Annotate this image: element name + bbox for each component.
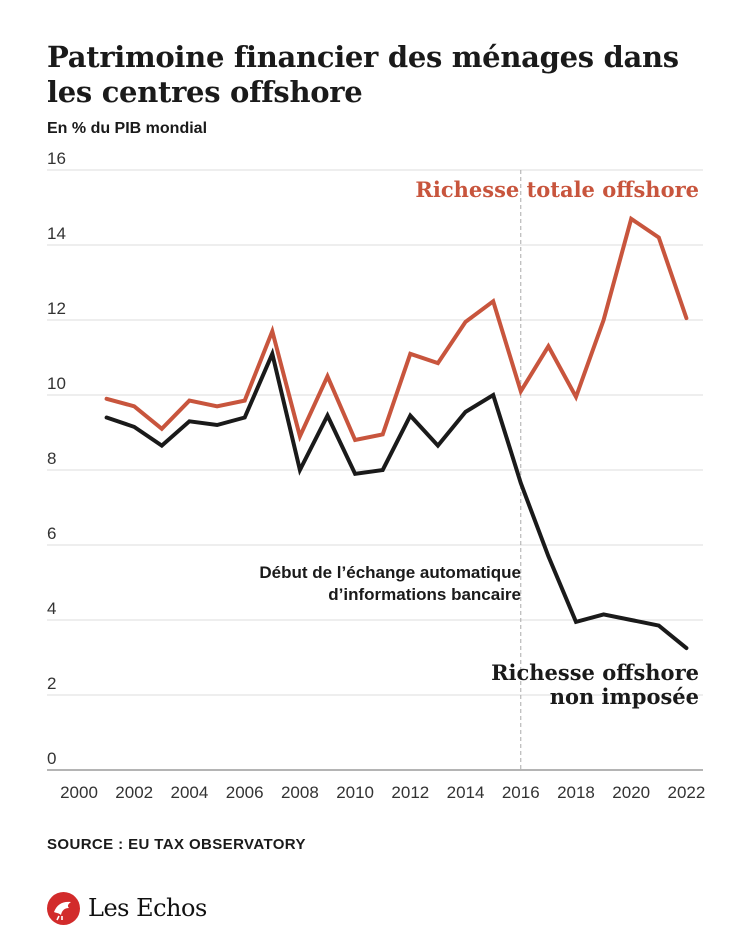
y-tick-label: 8	[47, 449, 56, 468]
y-tick-label: 10	[47, 374, 66, 393]
y-tick-label: 14	[47, 224, 66, 243]
x-tick-label: 2000	[60, 783, 98, 802]
series-label: Richesse totale offshore	[415, 177, 699, 202]
x-tick-label: 2006	[226, 783, 264, 802]
x-tick-label: 2018	[557, 783, 595, 802]
chart-title: Patrimoine financier des ménages dans le…	[47, 40, 679, 109]
x-tick-label: 2020	[612, 783, 650, 802]
y-tick-label: 6	[47, 524, 56, 543]
y-tick-label: 16	[47, 150, 66, 168]
y-axis: 0 2 4 6 8 10 12 14 16	[47, 150, 66, 768]
series-labels: Richesse totale offshore Richesse offshor…	[415, 177, 699, 709]
series-label: Richesse offshore	[491, 660, 699, 685]
x-tick-label: 2016	[502, 783, 540, 802]
annotation-label: d’informations bancaire	[328, 585, 521, 604]
les-echos-logo: Les Echos	[47, 890, 207, 926]
x-tick-label: 2004	[171, 783, 209, 802]
x-tick-label: 2014	[447, 783, 485, 802]
series-label: non imposée	[550, 684, 699, 709]
annotation-label: Début de l’échange automatique	[259, 563, 521, 582]
series-layer	[104, 215, 689, 651]
les-echos-rooster-icon	[47, 891, 80, 925]
chart-subtitle: En % du PIB mondial	[47, 120, 208, 137]
annotation-layer: Début de l’échange automatique d’informat…	[259, 170, 522, 770]
x-tick-label: 2022	[668, 783, 706, 802]
y-tick-label: 12	[47, 299, 66, 318]
source-note: SOURCE : EU TAX OBSERVATORY	[47, 836, 306, 853]
x-tick-label: 2002	[115, 783, 153, 802]
y-tick-label: 0	[47, 749, 56, 768]
x-axis: 2000 2002 2004 2006 2008 2010 2012 2014 2016 2018…	[60, 783, 705, 802]
logo-wordmark: Les Echos	[88, 894, 207, 922]
y-tick-label: 2	[47, 674, 56, 693]
x-tick-label: 2008	[281, 783, 319, 802]
x-tick-label: 2012	[391, 783, 429, 802]
series-line	[104, 347, 689, 651]
x-tick-label: 2010	[336, 783, 374, 802]
y-tick-label: 4	[47, 599, 56, 618]
series-line	[104, 215, 689, 443]
